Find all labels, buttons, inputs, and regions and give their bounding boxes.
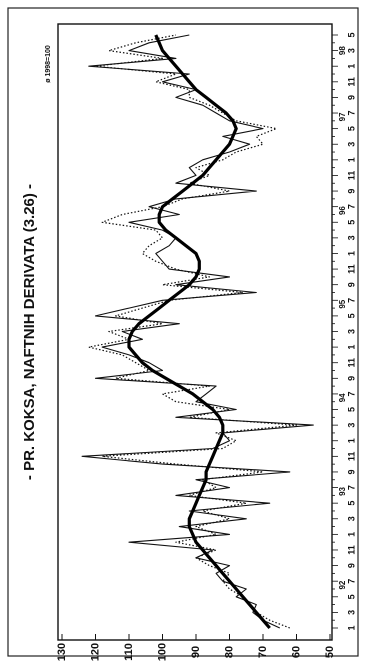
x-tick-label: 5: [346, 501, 356, 506]
x-tick-label: 1: [346, 251, 356, 256]
x-tick-label: 5: [346, 407, 356, 412]
y-tick-label: 110: [123, 643, 135, 661]
x-tick-label: 5: [346, 126, 356, 131]
x-tick-label: 11: [346, 545, 356, 555]
x-tick-label: 11: [346, 264, 356, 274]
x-tick-label: 1: [346, 532, 356, 537]
year-label: 95: [338, 299, 347, 308]
x-tick-label: 9: [346, 469, 356, 474]
y-tick-label: 60: [290, 646, 302, 658]
x-tick-label: 11: [346, 452, 356, 462]
series-line: [88, 34, 298, 629]
x-tick-label: 3: [346, 235, 356, 240]
page-border: [7, 7, 359, 657]
x-tick-label: 7: [346, 111, 356, 116]
year-label: 92: [338, 580, 347, 589]
x-tick-label: 5: [346, 594, 356, 599]
x-tick-label: 7: [346, 391, 356, 396]
x-tick-label: 1: [346, 345, 356, 350]
x-tick-label: 3: [346, 516, 356, 521]
series-line: [81, 34, 314, 629]
x-tick-label: 3: [346, 48, 356, 53]
x-tick-label: 3: [346, 423, 356, 428]
series-line: [127, 34, 271, 630]
x-tick-label: 3: [346, 142, 356, 147]
y-tick-label: 80: [223, 646, 235, 658]
chart-title: - PR. KOKSA, NAFTNIH DERIVATA (3.26) -: [21, 184, 38, 480]
rotated-chart: - PR. KOKSA, NAFTNIH DERIVATA (3.26) - ø…: [21, 23, 356, 661]
x-tick-label: 5: [346, 220, 356, 225]
x-tick-label: 5: [346, 313, 356, 318]
x-tick-label: 9: [346, 95, 356, 100]
y-tick-label: 120: [89, 643, 101, 661]
y-tick-label: 70: [257, 646, 269, 658]
x-tick-label: 11: [346, 171, 356, 181]
x-tick-label: 1: [346, 64, 356, 69]
x-tick-label: 11: [346, 77, 356, 87]
x-tick-label: 1: [346, 625, 356, 630]
x-tick-label: 7: [346, 298, 356, 303]
y-tick-label: 90: [190, 646, 202, 658]
x-tick-label: 1: [346, 157, 356, 162]
x-tick-label: 9: [346, 282, 356, 287]
year-label: 98: [338, 46, 347, 55]
y-tick-label: 100: [156, 643, 168, 661]
x-tick-label: 11: [346, 358, 356, 368]
year-label: 97: [338, 112, 347, 121]
x-tick-label: 7: [346, 204, 356, 209]
chart-subtitle: ø 1998=100: [45, 45, 52, 83]
x-tick-label: 9: [346, 563, 356, 568]
year-label: 93: [338, 486, 347, 495]
x-tick-label: 1: [346, 438, 356, 443]
x-tick-label: 3: [346, 610, 356, 615]
x-tick-label: 9: [346, 189, 356, 194]
y-tick-label: 130: [56, 643, 68, 661]
year-label: 96: [338, 206, 347, 215]
x-tick-label: 9: [346, 376, 356, 381]
year-label: 94: [338, 393, 347, 402]
x-tick-label: 7: [346, 579, 356, 584]
x-tick-label: 7: [346, 485, 356, 490]
x-tick-label: 5: [346, 32, 356, 37]
x-tick-label: 3: [346, 329, 356, 334]
plot-frame: [57, 23, 333, 641]
y-tick-label: 50: [324, 646, 336, 658]
